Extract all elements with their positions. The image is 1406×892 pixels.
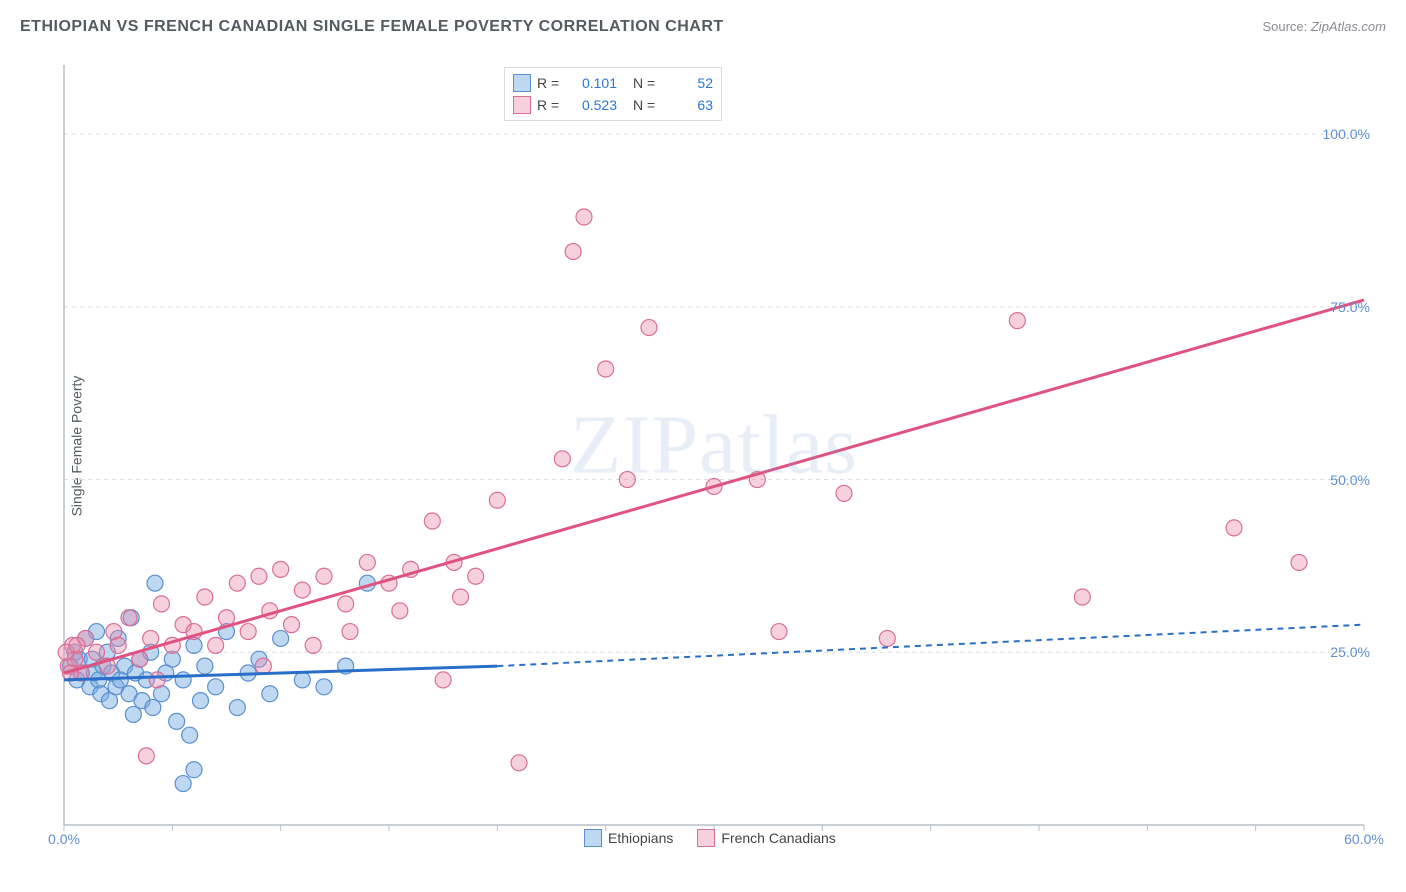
legend-swatch [697,829,715,847]
r-label: R = [537,75,565,91]
legend-swatch [513,96,531,114]
legend-correlation: R = 0.101 N = 52 R = 0.523 N = 63 [504,67,722,121]
n-value: 52 [667,75,713,91]
x-tick-label: 0.0% [48,831,80,847]
y-tick-label: 50.0% [1330,472,1370,488]
legend-swatch [513,74,531,92]
r-value: 0.101 [571,75,617,91]
chart-source: Source: ZipAtlas.com [1262,19,1386,34]
n-label: N = [633,75,661,91]
x-tick-label: 60.0% [1344,831,1384,847]
legend-series-item: Ethiopians [584,829,673,847]
legend-row: R = 0.101 N = 52 [513,72,713,94]
r-label: R = [537,97,565,113]
legend-swatch [584,829,602,847]
plot-area: ZIPatlas R =0.101N =52R =0.523N =63 Ethi… [54,55,1374,835]
legend-series: Ethiopians French Canadians [584,829,836,847]
y-tick-label: 25.0% [1330,644,1370,660]
legend-row: R = 0.523 N = 63 [513,94,713,116]
legend-series-item: French Canadians [697,829,835,847]
chart-title: ETHIOPIAN VS FRENCH CANADIAN SINGLE FEMA… [20,18,724,36]
r-value: 0.523 [571,97,617,113]
legend-series-label: French Canadians [721,830,835,846]
y-tick-label: 100.0% [1323,126,1370,142]
y-tick-label: 75.0% [1330,299,1370,315]
n-value: 63 [667,97,713,113]
n-label: N = [633,97,661,113]
scatter-chart [54,55,1374,835]
legend-series-label: Ethiopians [608,830,673,846]
